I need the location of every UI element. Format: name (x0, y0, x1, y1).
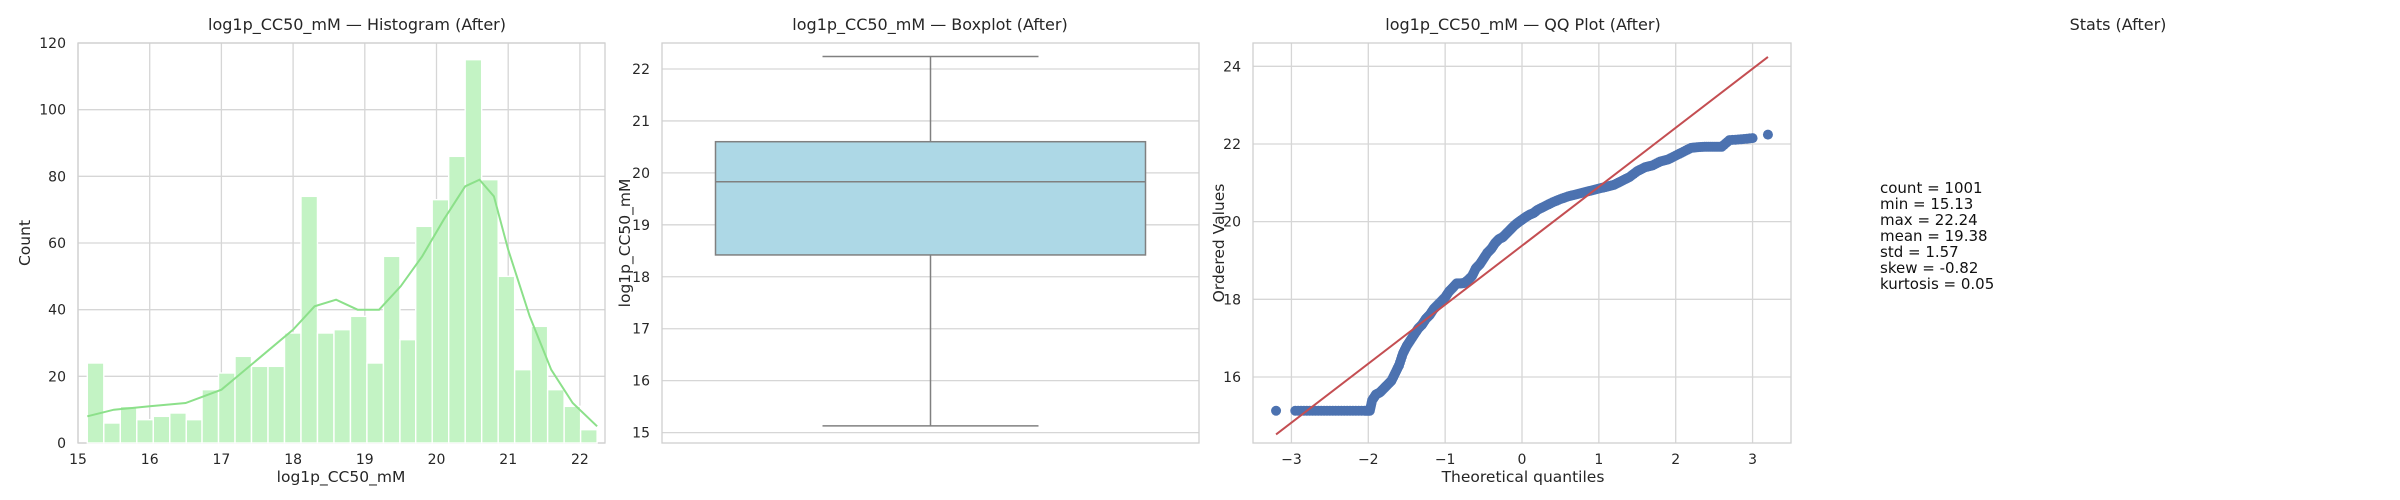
x-tick-label: 1 (1594, 452, 1603, 468)
boxplot-panel: log1p_CC50_mM — Boxplot (After) 15 16 17 18… (616, 15, 1200, 444)
y-tick-label: 24 (1223, 59, 1241, 75)
y-tick-label: 60 (48, 236, 66, 252)
histogram-bar (283, 332, 302, 444)
histogram-bar (366, 362, 385, 444)
stats-line: std = 1.57 (1880, 243, 1959, 261)
y-tick-label: 20 (632, 166, 650, 182)
x-tick-label: 21 (499, 452, 517, 468)
x-tick-label: 0 (1518, 452, 1527, 468)
histogram-bar (497, 275, 516, 444)
y-tick-label: 20 (48, 369, 66, 385)
histogram-bar (201, 388, 220, 444)
histogram-bar (579, 428, 598, 444)
y-tick-label: 20 (1223, 215, 1241, 231)
histogram-bar (546, 388, 565, 444)
y-tick-label: 17 (632, 322, 650, 338)
histogram-title: log1p_CC50_mM — Histogram (After) (208, 15, 506, 35)
x-tick-label: 15 (69, 452, 87, 468)
x-tick-label: 18 (284, 452, 302, 468)
y-tick-label: 15 (632, 426, 650, 442)
qq-point (1271, 405, 1282, 416)
histogram-bar (86, 362, 105, 444)
histogram-panel: log1p_CC50_mM — Histogram (After) 15 16 17… (16, 15, 606, 487)
histogram-ylabel: Count (16, 220, 34, 266)
x-tick-label: −1 (1435, 452, 1456, 468)
histogram-bar (382, 255, 401, 444)
y-tick-label: 18 (632, 270, 650, 286)
histogram-bar (185, 418, 203, 444)
stats-line: count = 1001 (1880, 179, 1983, 197)
histogram-bar (349, 315, 368, 444)
qq-ylabel: Ordered Values (1210, 184, 1228, 303)
histogram-bar (513, 368, 532, 444)
histogram-bar (217, 372, 236, 444)
histogram-bar (152, 415, 171, 444)
y-tick-label: 19 (632, 218, 650, 234)
histogram-bar (267, 365, 286, 444)
box-iqr (714, 140, 1147, 256)
x-tick-label: 22 (571, 452, 589, 468)
kde-curve (87, 178, 598, 428)
y-tick-label: 80 (48, 169, 66, 185)
histogram-bar (464, 58, 483, 444)
stats-line: mean = 19.38 (1880, 227, 1988, 245)
stats-line: kurtosis = 0.05 (1880, 275, 1994, 293)
qq-title: log1p_CC50_mM — QQ Plot (After) (1385, 15, 1660, 35)
stats-title: Stats (After) (2070, 15, 2167, 34)
boxplot-title: log1p_CC50_mM — Boxplot (After) (792, 15, 1067, 35)
histogram-bar (415, 225, 433, 444)
x-tick-label: 3 (1748, 452, 1757, 468)
qq-point (1762, 129, 1773, 140)
x-tick-label: 16 (141, 452, 159, 468)
histogram-bar (136, 418, 154, 444)
y-tick-label: 18 (1223, 292, 1241, 308)
stats-line: min = 15.13 (1880, 195, 1973, 213)
x-tick-label: −3 (1281, 452, 1302, 468)
histogram-bar (316, 332, 335, 444)
qq-frame (1252, 42, 1792, 444)
boxplot-ylabel: log1p_CC50_mM (616, 179, 635, 308)
y-tick-label: 22 (632, 62, 650, 78)
qq-point (1747, 133, 1758, 144)
x-tick-label: 2 (1671, 452, 1680, 468)
histogram-bar (250, 365, 269, 444)
y-tick-label: 21 (632, 114, 650, 130)
y-tick-label: 100 (39, 103, 66, 119)
boxplot-frame (661, 42, 1200, 444)
x-tick-label: 17 (212, 452, 230, 468)
y-tick-label: 40 (48, 303, 66, 319)
y-tick-label: 120 (39, 36, 66, 52)
histogram-bar (480, 178, 499, 444)
x-tick-label: 20 (428, 452, 446, 468)
qq-reference-line (1275, 56, 1769, 436)
qq-panel: log1p_CC50_mM — QQ Plot (After) −3 −2 −1 0 1… (1210, 15, 1792, 486)
histogram-bar (169, 412, 187, 444)
histogram-bar (563, 405, 582, 444)
histogram-bar (119, 405, 138, 444)
stats-line: max = 22.24 (1880, 211, 1978, 229)
histogram-bar (333, 328, 352, 444)
stats-line: skew = -0.82 (1880, 259, 1978, 277)
histogram-bar (234, 355, 253, 444)
histogram-bar (399, 338, 417, 444)
y-tick-label: 22 (1223, 137, 1241, 153)
histogram-xlabel: log1p_CC50_mM (277, 468, 406, 487)
x-tick-label: −2 (1358, 452, 1379, 468)
y-tick-label: 16 (1223, 370, 1241, 386)
histogram-bar (530, 325, 549, 444)
qq-xlabel: Theoretical quantiles (1441, 468, 1605, 486)
x-tick-label: 19 (356, 452, 374, 468)
histogram-bar (103, 422, 122, 444)
y-tick-label: 0 (57, 436, 66, 452)
y-tick-label: 16 (632, 374, 650, 390)
